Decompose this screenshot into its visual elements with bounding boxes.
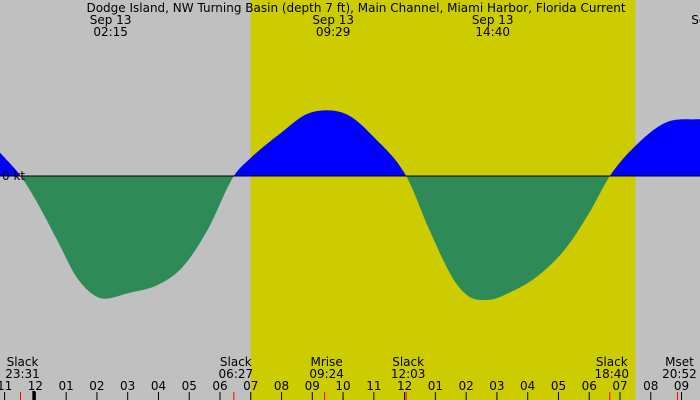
- hour-tick-label: 12: [28, 379, 43, 393]
- hour-tick-label: 11: [0, 379, 12, 393]
- peak-time-label: 02:15: [93, 25, 128, 39]
- event-name-label: Mset: [665, 355, 694, 369]
- event-time-label: 12:03: [391, 367, 426, 381]
- hour-tick-label: 01: [59, 379, 74, 393]
- zero-kt-label: 0 kt: [2, 169, 25, 183]
- peak-time-label: 09:29: [316, 25, 351, 39]
- event-time-label: 23:31: [5, 367, 40, 381]
- hour-tick-label: 05: [551, 379, 566, 393]
- event-name-label: Slack: [220, 355, 252, 369]
- hour-tick-label: 09: [305, 379, 320, 393]
- event-time-label: 20:52: [662, 367, 697, 381]
- hour-tick-label: 06: [582, 379, 597, 393]
- hour-tick-label: 02: [459, 379, 474, 393]
- hour-tick-label: 04: [151, 379, 166, 393]
- hour-tick-label: 06: [212, 379, 227, 393]
- hour-tick-label: 10: [335, 379, 350, 393]
- event-name-label: Slack: [7, 355, 39, 369]
- peak-time-label: 14:40: [475, 25, 510, 39]
- peak-date-label: Sep 13: [90, 13, 132, 27]
- flood-area: [610, 119, 700, 177]
- event-time-label: 09:24: [309, 367, 344, 381]
- chart-title: Dodge Island, NW Turning Basin (depth 7 …: [86, 1, 625, 15]
- current-areas: [0, 110, 700, 300]
- ebb-area: [407, 176, 610, 300]
- event-time-label: 06:27: [219, 367, 254, 381]
- hour-axis: 11 12 01 02 03 04 05 06 07 08 09 10 11 12 01 02 03 04 05 06…: [0, 379, 689, 400]
- hour-tick-label: 03: [489, 379, 504, 393]
- event-name-label: Mrise: [310, 355, 342, 369]
- hour-tick-label: 08: [643, 379, 658, 393]
- hour-tick-label: 02: [89, 379, 104, 393]
- flood-area: [0, 152, 21, 177]
- event-name-label: Slack: [596, 355, 628, 369]
- event-time-label: 18:40: [594, 367, 629, 381]
- ebb-area: [21, 176, 234, 299]
- hour-tick-label: 01: [428, 379, 443, 393]
- hour-tick-label: 05: [182, 379, 197, 393]
- event-name-label: Slack: [392, 355, 424, 369]
- hour-tick-label: 11: [366, 379, 381, 393]
- peak-date-label: Sep 13: [472, 13, 514, 27]
- peak-date-label: Sep 13: [312, 13, 354, 27]
- peak-date-label: Sep 13: [691, 13, 700, 27]
- hour-tick-label: 09: [674, 379, 689, 393]
- hour-tick-label: 07: [612, 379, 627, 393]
- hour-tick-label: 08: [274, 379, 289, 393]
- hour-tick-label: 07: [243, 379, 258, 393]
- hour-tick-label: 12: [397, 379, 412, 393]
- hour-tick-label: 04: [520, 379, 535, 393]
- event-labels: Slack23:31Slack06:27Mrise09:24Slack12:03…: [5, 355, 697, 381]
- hour-tick-label: 03: [120, 379, 135, 393]
- flood-area: [234, 110, 407, 177]
